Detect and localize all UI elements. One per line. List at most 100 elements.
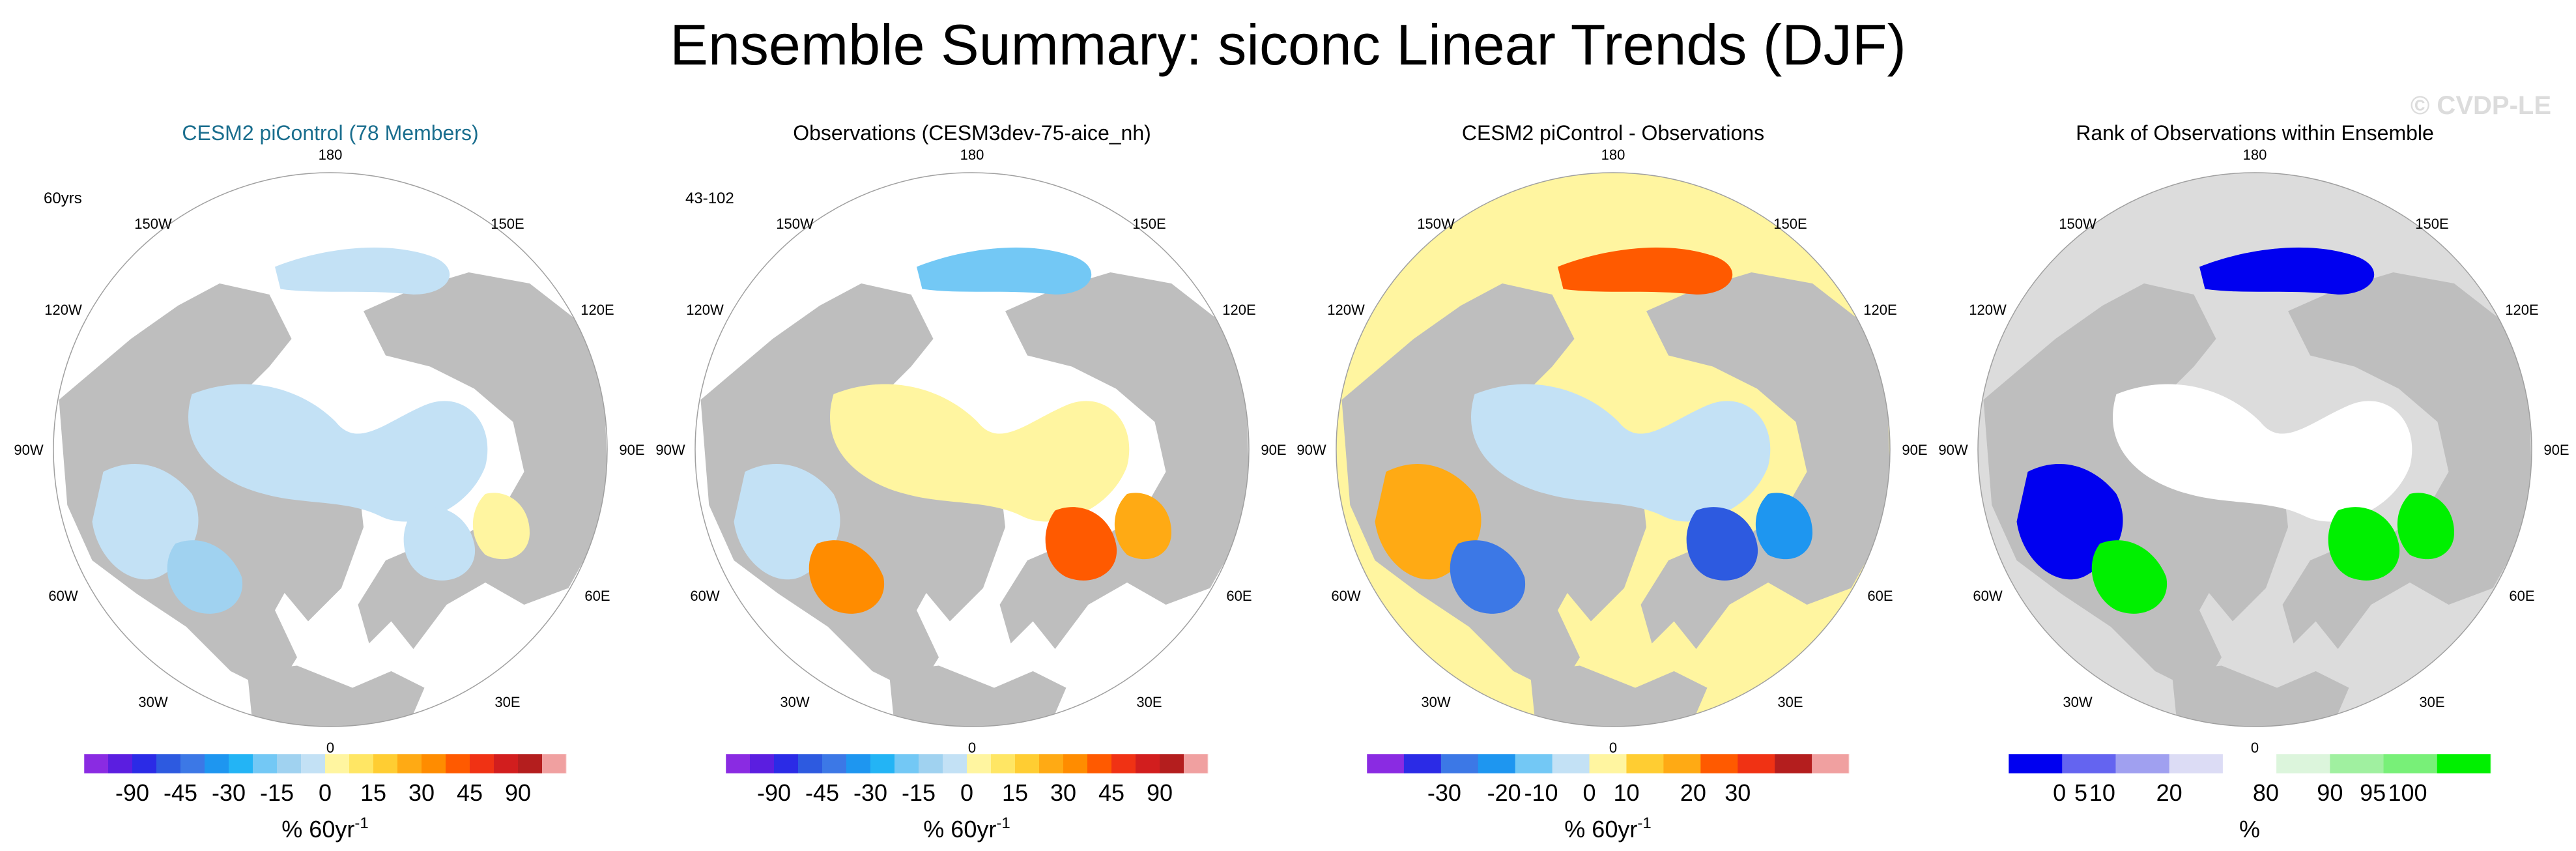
colorbar-swatch (991, 754, 1016, 773)
colorbar-tick-label: 0 (1583, 779, 1596, 806)
colorbar-swatch (726, 754, 751, 773)
trend-region (1471, 384, 1771, 522)
lon-label-lower_left: 60W (1331, 588, 1360, 604)
colorbar-swatch (870, 754, 895, 773)
colorbar-swatch (108, 754, 133, 773)
colorbar-tick-label: 20 (1680, 779, 1706, 806)
colorbar-swatch (2437, 754, 2491, 773)
colorbar-swatch (1700, 754, 1738, 773)
colorbar-swatch (750, 754, 775, 773)
colorbar-units: % 60yr-1 (281, 815, 368, 843)
lon-label-top_right: 150E (1132, 216, 1166, 232)
colorbar-swatch (798, 754, 823, 773)
colorbar-swatch (1738, 754, 1775, 773)
units-superscript: -1 (996, 815, 1010, 832)
lon-label-upper_left: 120W (1327, 302, 1365, 318)
colorbar-swatch (470, 754, 494, 773)
colorbar-swatch (494, 754, 519, 773)
colorbar-tick-label: 90 (2317, 779, 2343, 806)
colorbar-swatch (1478, 754, 1516, 773)
longitude-labels: 180 150W 150E 120W 120E 90W 90E 60W 60E 30W 30E 0 (1938, 147, 2569, 756)
colorbar-tick-label: 30 (1050, 779, 1076, 806)
colorbar-swatch (229, 754, 253, 773)
colorbar-tick-labels: -90 -45 -30 -15 0 15 30 45 90 (757, 779, 1173, 806)
colorbar-tick-label: -30 (1427, 779, 1461, 806)
trend-region (917, 247, 1092, 295)
longitude-labels: 180 150W 150E 120W 120E 90W 90E 60W 60E 30W 30E 0 (655, 147, 1286, 756)
colorbar-tick-label: 90 (505, 779, 531, 806)
lon-label-left: 90W (1296, 442, 1326, 458)
panel-title: Rank of Observations within Ensemble (2076, 121, 2434, 145)
colorbar-swatch (2009, 754, 2063, 773)
colorbar: 0 5 10 20 80 90 95 100% (2008, 753, 2491, 843)
trend-region (1450, 540, 1526, 614)
lon-label-bottom_left: 30W (2063, 694, 2092, 710)
colorbar-swatch (301, 754, 326, 773)
colorbar-swatch (205, 754, 229, 773)
colorbar-swatch (919, 754, 943, 773)
land-southern (1530, 665, 1708, 727)
sea-ice-trend-field (2016, 247, 2454, 614)
colorbar-swatch (2062, 754, 2116, 773)
colorbar-tick-label: 15 (1002, 779, 1028, 806)
colorbar-swatch (325, 754, 350, 773)
land-southern (889, 665, 1066, 727)
colorbar-swatch (2115, 754, 2170, 773)
colorbar-swatch (1440, 754, 1479, 773)
lon-label-bottom_right: 30E (1777, 694, 1803, 710)
colorbar-swatch (2383, 754, 2438, 773)
lon-label-lower_right: 60E (1226, 588, 1252, 604)
lon-label-upper_right: 120E (580, 302, 614, 318)
land-north-america (700, 283, 995, 693)
lon-label-top: 180 (1601, 147, 1625, 163)
lon-label-lower_left: 60W (690, 588, 719, 604)
colorbar-swatch (1136, 754, 1160, 773)
lon-label-bottom_left: 30W (780, 694, 809, 710)
lon-label-upper_left: 120W (44, 302, 82, 318)
colorbar: -90 -45 -30 -15 0 15 30 45 90 % 60yr-1 (725, 753, 1209, 843)
colorbar-swatch (1015, 754, 1040, 773)
colorbar-tick-labels: -30 -20 -10 0 10 20 30 (1427, 779, 1751, 806)
lon-label-upper_right: 120E (1863, 302, 1896, 318)
lon-label-top: 180 (2243, 147, 2267, 163)
trend-region (1114, 493, 1171, 560)
lon-label-right: 90E (1902, 442, 1927, 458)
colorbar-swatch (132, 754, 157, 773)
trend-region (188, 384, 488, 522)
lon-label-lower_right: 60E (584, 588, 610, 604)
lon-label-bottom_right: 30E (2419, 694, 2444, 710)
colorbar-swatch (2276, 754, 2330, 773)
colorbar-swatch (2330, 754, 2384, 773)
lon-label-left: 90W (655, 442, 685, 458)
colorbar-tick-label: -45 (164, 779, 197, 806)
colorbar-swatch (1515, 754, 1553, 773)
units-text: % 60yr (281, 816, 354, 843)
colorbar-swatch (542, 754, 567, 773)
colorbar-swatch (1087, 754, 1112, 773)
lon-label-top_left: 150W (776, 216, 814, 232)
colorbar-tick-label: 30 (1724, 779, 1751, 806)
colorbar-units: % 60yr-1 (1564, 815, 1651, 843)
colorbar-swatch (1552, 754, 1590, 773)
map-body (695, 173, 1249, 727)
colorbar-tick-label: 0 (960, 779, 973, 806)
map-boundary (53, 172, 608, 727)
colorbar-swatch (1184, 754, 1209, 773)
land-north-america (1983, 283, 2277, 693)
colorbar-swatch (518, 754, 543, 773)
colorbar-tick-label: 45 (1098, 779, 1124, 806)
units-text: % 60yr (923, 816, 996, 843)
lon-label-top_right: 150E (2415, 216, 2448, 232)
units-text: % 60yr (1564, 816, 1637, 843)
colorbar-swatch (1063, 754, 1088, 773)
lon-label-top_right: 150E (1773, 216, 1807, 232)
watermark: © CVDP-LE (2410, 91, 2551, 120)
colorbar-tick-label: 10 (2089, 779, 2115, 806)
colorbar-tick-label: 10 (1613, 779, 1639, 806)
colorbar-swatch (1111, 754, 1136, 773)
lon-label-bottom_left: 30W (1421, 694, 1450, 710)
colorbar-tick-label: 90 (1147, 779, 1173, 806)
trend-region (1755, 493, 1812, 560)
colorbar-swatch (253, 754, 278, 773)
lon-label-bottom_left: 30W (138, 694, 167, 710)
